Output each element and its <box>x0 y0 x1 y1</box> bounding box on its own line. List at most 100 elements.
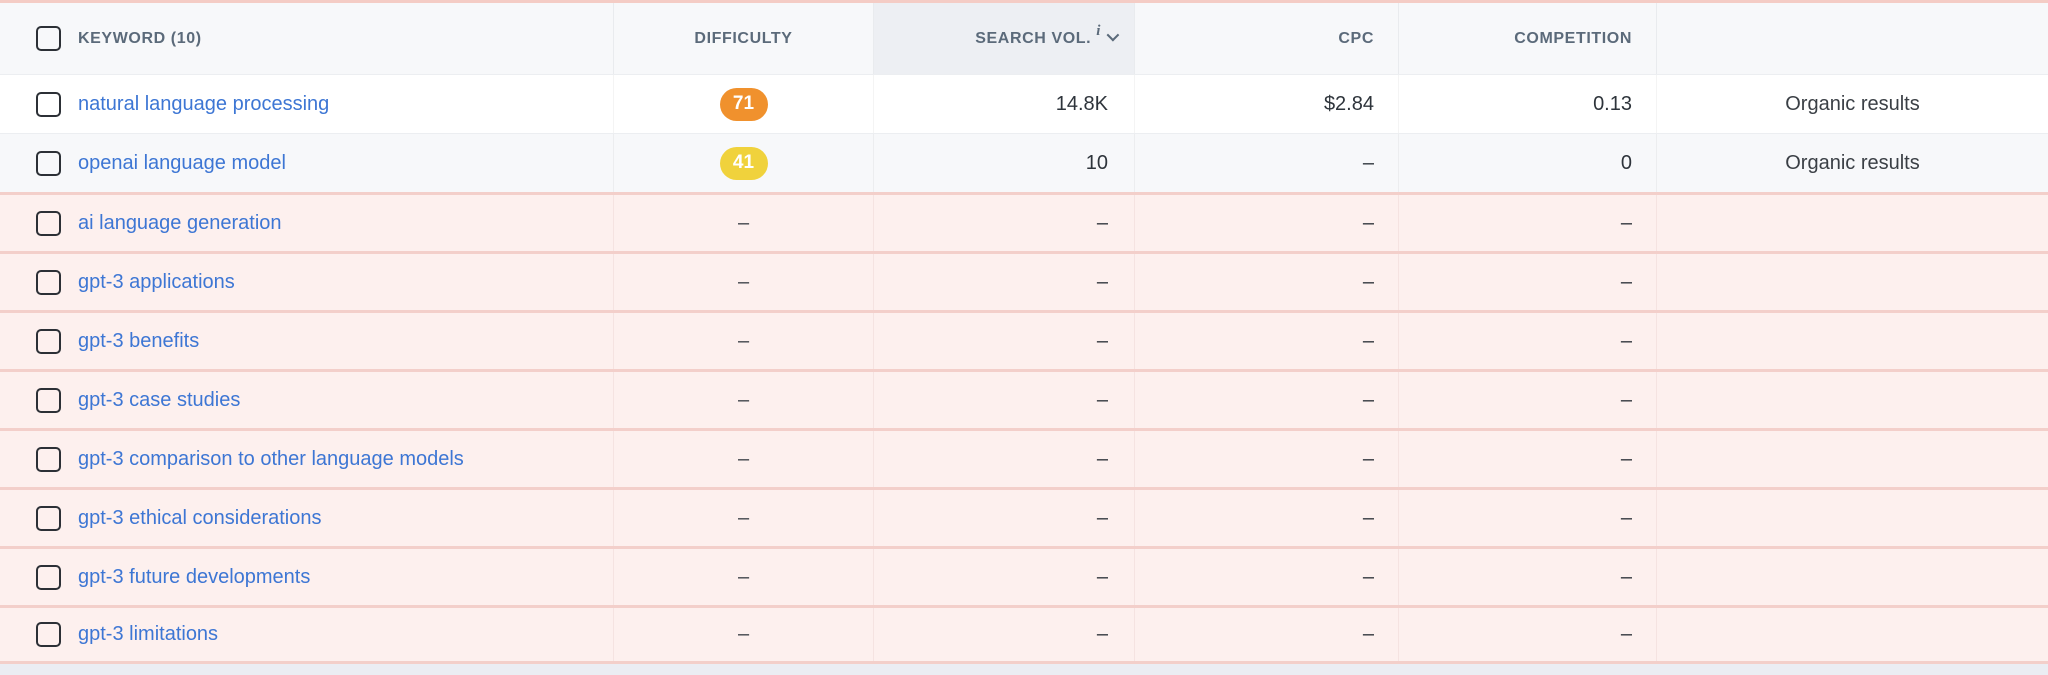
keyword-cell: gpt-3 applications <box>0 254 613 310</box>
serp-cell <box>1656 254 2048 310</box>
row-checkbox[interactable] <box>36 622 61 647</box>
difficulty-cell: – <box>613 608 873 661</box>
organic-results-link[interactable]: Organic results <box>1785 92 1920 115</box>
keyword-link[interactable]: gpt-3 applications <box>78 270 235 293</box>
search-volume-header-cell[interactable]: SEARCH VOL. i <box>873 3 1134 74</box>
organic-results-link[interactable]: Organic results <box>1785 151 1920 174</box>
competition-cell: – <box>1398 549 1656 605</box>
keyword-link[interactable]: openai language model <box>78 151 286 174</box>
search-volume-cell: – <box>873 608 1134 661</box>
row-checkbox[interactable] <box>36 328 61 354</box>
table-row: gpt-3 benefits – – – – <box>0 310 2048 369</box>
serp-cell <box>1656 490 2048 546</box>
difficulty-badge: – <box>737 270 750 293</box>
keyword-cell: natural language processing <box>0 75 613 133</box>
difficulty-badge: 71 <box>719 87 768 121</box>
competition-cell: – <box>1398 313 1656 369</box>
competition-cell: – <box>1398 490 1656 546</box>
difficulty-badge: – <box>737 329 750 352</box>
cpc-header-cell[interactable]: CPC <box>1134 3 1398 74</box>
keyword-cell: gpt-3 case studies <box>0 372 613 428</box>
row-checkbox[interactable] <box>36 446 61 472</box>
row-checkbox[interactable] <box>36 210 61 236</box>
cpc-cell: – <box>1134 431 1398 487</box>
table-body: natural language processing 71 14.8K $2.… <box>0 74 2048 664</box>
difficulty-header-cell[interactable]: DIFFICULTY <box>613 3 873 74</box>
difficulty-cell: – <box>613 490 873 546</box>
cpc-cell: – <box>1134 254 1398 310</box>
search-volume-cell: 14.8K <box>873 75 1134 133</box>
search-volume-cell: – <box>873 431 1134 487</box>
keyword-link[interactable]: gpt-3 ethical considerations <box>78 506 322 529</box>
serp-cell <box>1656 608 2048 661</box>
keyword-link[interactable]: gpt-3 case studies <box>78 388 241 411</box>
cpc-column-label: CPC <box>1338 29 1374 47</box>
keyword-cell: openai language model <box>0 134 613 192</box>
competition-cell: 0.13 <box>1398 75 1656 133</box>
serp-cell <box>1656 372 2048 428</box>
competition-cell: – <box>1398 195 1656 251</box>
serp-cell <box>1656 549 2048 605</box>
difficulty-badge: – <box>737 447 750 470</box>
row-checkbox[interactable] <box>36 505 61 531</box>
keyword-link[interactable]: gpt-3 benefits <box>78 329 200 352</box>
competition-cell: – <box>1398 254 1656 310</box>
search-volume-cell: – <box>873 490 1134 546</box>
cpc-cell: – <box>1134 549 1398 605</box>
keyword-cell: gpt-3 future developments <box>0 549 613 605</box>
row-checkbox[interactable] <box>36 91 61 117</box>
cpc-cell: – <box>1134 313 1398 369</box>
keyword-link[interactable]: natural language processing <box>78 92 330 115</box>
cpc-cell: – <box>1134 372 1398 428</box>
difficulty-badge: – <box>737 506 750 529</box>
difficulty-cell: – <box>613 549 873 605</box>
cpc-cell: – <box>1134 608 1398 661</box>
search-volume-cell: – <box>873 549 1134 605</box>
competition-header-cell[interactable]: COMPETITION <box>1398 3 1656 74</box>
select-all-checkbox[interactable] <box>36 26 61 51</box>
search-volume-cell: 10 <box>873 134 1134 192</box>
serp-cell: Organic results <box>1656 75 2048 133</box>
serp-cell <box>1656 195 2048 251</box>
search-volume-cell: – <box>873 254 1134 310</box>
keyword-column-label: KEYWORD (10) <box>78 29 202 47</box>
difficulty-cell: – <box>613 254 873 310</box>
table-header: KEYWORD (10) DIFFICULTY SEARCH VOL. i CP… <box>0 3 2048 74</box>
difficulty-column-label: DIFFICULTY <box>694 29 793 47</box>
keyword-cell: ai language generation <box>0 195 613 251</box>
table-row: gpt-3 limitations – – – – <box>0 605 2048 664</box>
top-divider <box>0 0 2048 3</box>
difficulty-badge: – <box>737 211 750 234</box>
keyword-link[interactable]: gpt-3 future developments <box>78 565 311 588</box>
row-checkbox[interactable] <box>36 564 61 590</box>
keyword-link[interactable]: ai language generation <box>78 211 282 234</box>
keyword-link[interactable]: gpt-3 limitations <box>78 623 219 645</box>
keyword-cell: gpt-3 comparison to other language model… <box>0 431 613 487</box>
keyword-header-cell: KEYWORD (10) <box>0 3 613 74</box>
table-row: openai language model 41 10 – 0 Organic … <box>0 133 2048 192</box>
sort-descending-icon <box>1106 28 1120 42</box>
table-row: gpt-3 future developments – – – – <box>0 546 2048 605</box>
difficulty-cell: – <box>613 372 873 428</box>
info-icon: i <box>1096 23 1101 39</box>
serp-cell <box>1656 431 2048 487</box>
search-volume-cell: – <box>873 313 1134 369</box>
search-volume-cell: – <box>873 195 1134 251</box>
row-checkbox[interactable] <box>36 269 61 295</box>
difficulty-cell: 41 <box>613 134 873 192</box>
bottom-strip <box>0 664 2048 675</box>
competition-cell: – <box>1398 431 1656 487</box>
keyword-cell: gpt-3 benefits <box>0 313 613 369</box>
difficulty-cell: – <box>613 195 873 251</box>
table-row: gpt-3 comparison to other language model… <box>0 428 2048 487</box>
cpc-cell: – <box>1134 490 1398 546</box>
search-volume-column-label: SEARCH VOL. <box>975 29 1092 47</box>
competition-column-label: COMPETITION <box>1514 29 1632 47</box>
difficulty-cell: – <box>613 431 873 487</box>
keyword-link[interactable]: gpt-3 comparison to other language model… <box>78 447 464 470</box>
row-checkbox[interactable] <box>36 150 61 176</box>
table-row: ai language generation – – – – <box>0 192 2048 251</box>
difficulty-cell: – <box>613 313 873 369</box>
row-checkbox[interactable] <box>36 387 61 413</box>
